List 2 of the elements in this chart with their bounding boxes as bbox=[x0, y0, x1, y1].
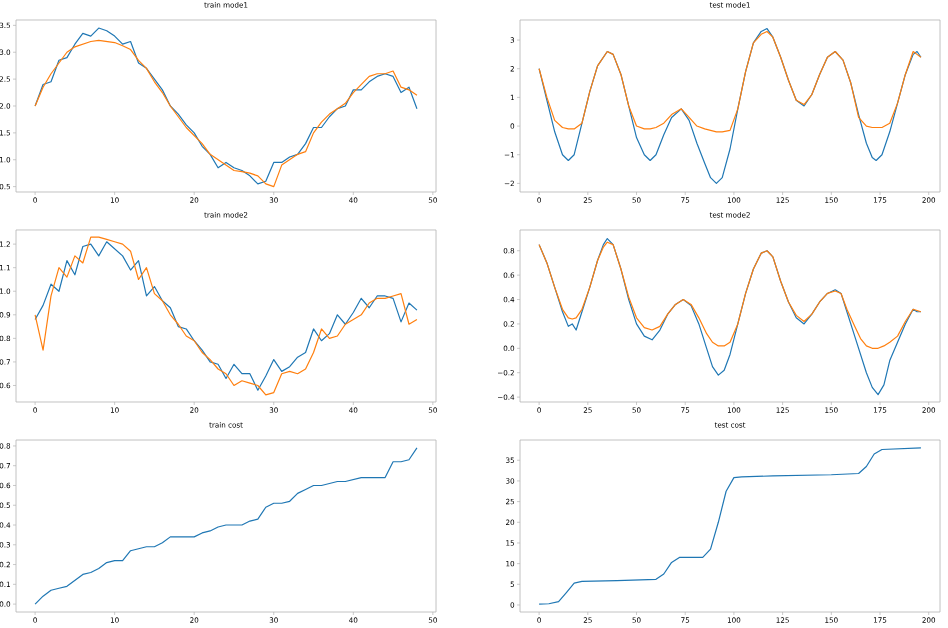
line-series bbox=[538, 447, 922, 605]
line-series bbox=[538, 241, 922, 349]
